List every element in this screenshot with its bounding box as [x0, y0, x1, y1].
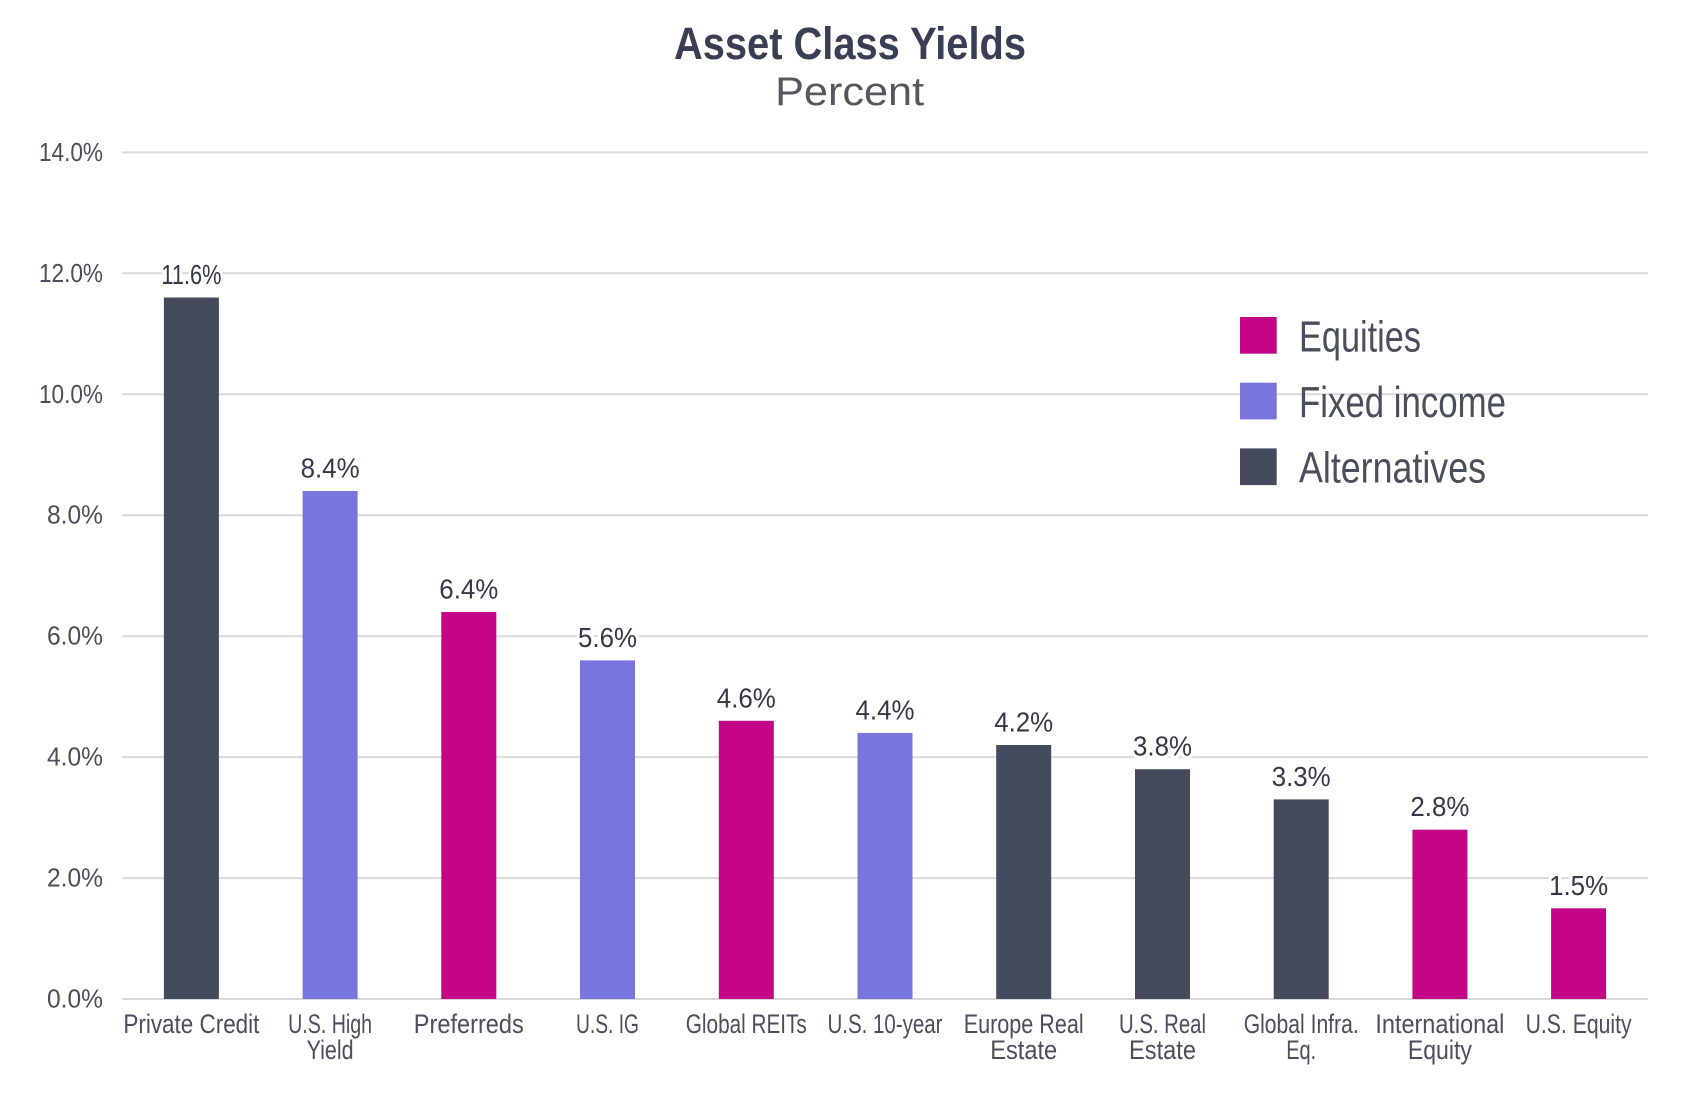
- svg-text:Equity: Equity: [1408, 1035, 1472, 1065]
- svg-text:8.0%: 8.0%: [47, 500, 103, 530]
- svg-text:2.8%: 2.8%: [1410, 791, 1469, 822]
- svg-text:4.6%: 4.6%: [717, 682, 776, 713]
- svg-text:12.0%: 12.0%: [39, 258, 103, 288]
- svg-text:4.0%: 4.0%: [47, 742, 103, 772]
- svg-text:Estate: Estate: [1129, 1035, 1196, 1065]
- svg-text:Estate: Estate: [990, 1035, 1057, 1065]
- svg-text:6.4%: 6.4%: [439, 574, 498, 605]
- svg-text:Eq.: Eq.: [1286, 1035, 1316, 1065]
- svg-text:Yield: Yield: [307, 1035, 354, 1065]
- svg-text:Private Credit: Private Credit: [123, 1009, 259, 1039]
- svg-text:Preferreds: Preferreds: [414, 1009, 524, 1039]
- svg-text:U.S. 10-year: U.S. 10-year: [828, 1009, 943, 1039]
- svg-text:10.0%: 10.0%: [39, 379, 103, 409]
- svg-text:6.0%: 6.0%: [47, 621, 103, 651]
- svg-text:1.5%: 1.5%: [1549, 870, 1608, 901]
- svg-text:Equities: Equities: [1299, 312, 1421, 361]
- svg-text:Global REITs: Global REITs: [686, 1009, 807, 1039]
- svg-text:U.S. IG: U.S. IG: [576, 1009, 639, 1039]
- svg-text:4.2%: 4.2%: [994, 707, 1053, 738]
- svg-text:U.S. Real: U.S. Real: [1119, 1009, 1206, 1039]
- svg-text:0.0%: 0.0%: [47, 984, 103, 1014]
- svg-text:11.6%: 11.6%: [161, 259, 221, 290]
- svg-text:5.6%: 5.6%: [578, 622, 637, 653]
- svg-text:2.0%: 2.0%: [47, 863, 103, 893]
- svg-text:Global Infra.: Global Infra.: [1244, 1009, 1359, 1039]
- svg-text:International: International: [1375, 1009, 1504, 1039]
- svg-text:14.0%: 14.0%: [39, 137, 103, 167]
- svg-text:Percent: Percent: [775, 70, 924, 114]
- svg-text:3.3%: 3.3%: [1272, 761, 1331, 792]
- svg-text:4.4%: 4.4%: [856, 694, 915, 725]
- svg-text:Fixed income: Fixed income: [1299, 378, 1506, 427]
- svg-text:3.8%: 3.8%: [1133, 731, 1192, 762]
- svg-text:Europe Real: Europe Real: [964, 1009, 1084, 1039]
- svg-text:8.4%: 8.4%: [301, 453, 360, 484]
- svg-text:Alternatives: Alternatives: [1299, 444, 1486, 493]
- svg-text:U.S. High: U.S. High: [288, 1009, 372, 1039]
- svg-text:Asset Class Yields: Asset Class Yields: [674, 18, 1026, 69]
- svg-text:U.S. Equity: U.S. Equity: [1526, 1009, 1632, 1039]
